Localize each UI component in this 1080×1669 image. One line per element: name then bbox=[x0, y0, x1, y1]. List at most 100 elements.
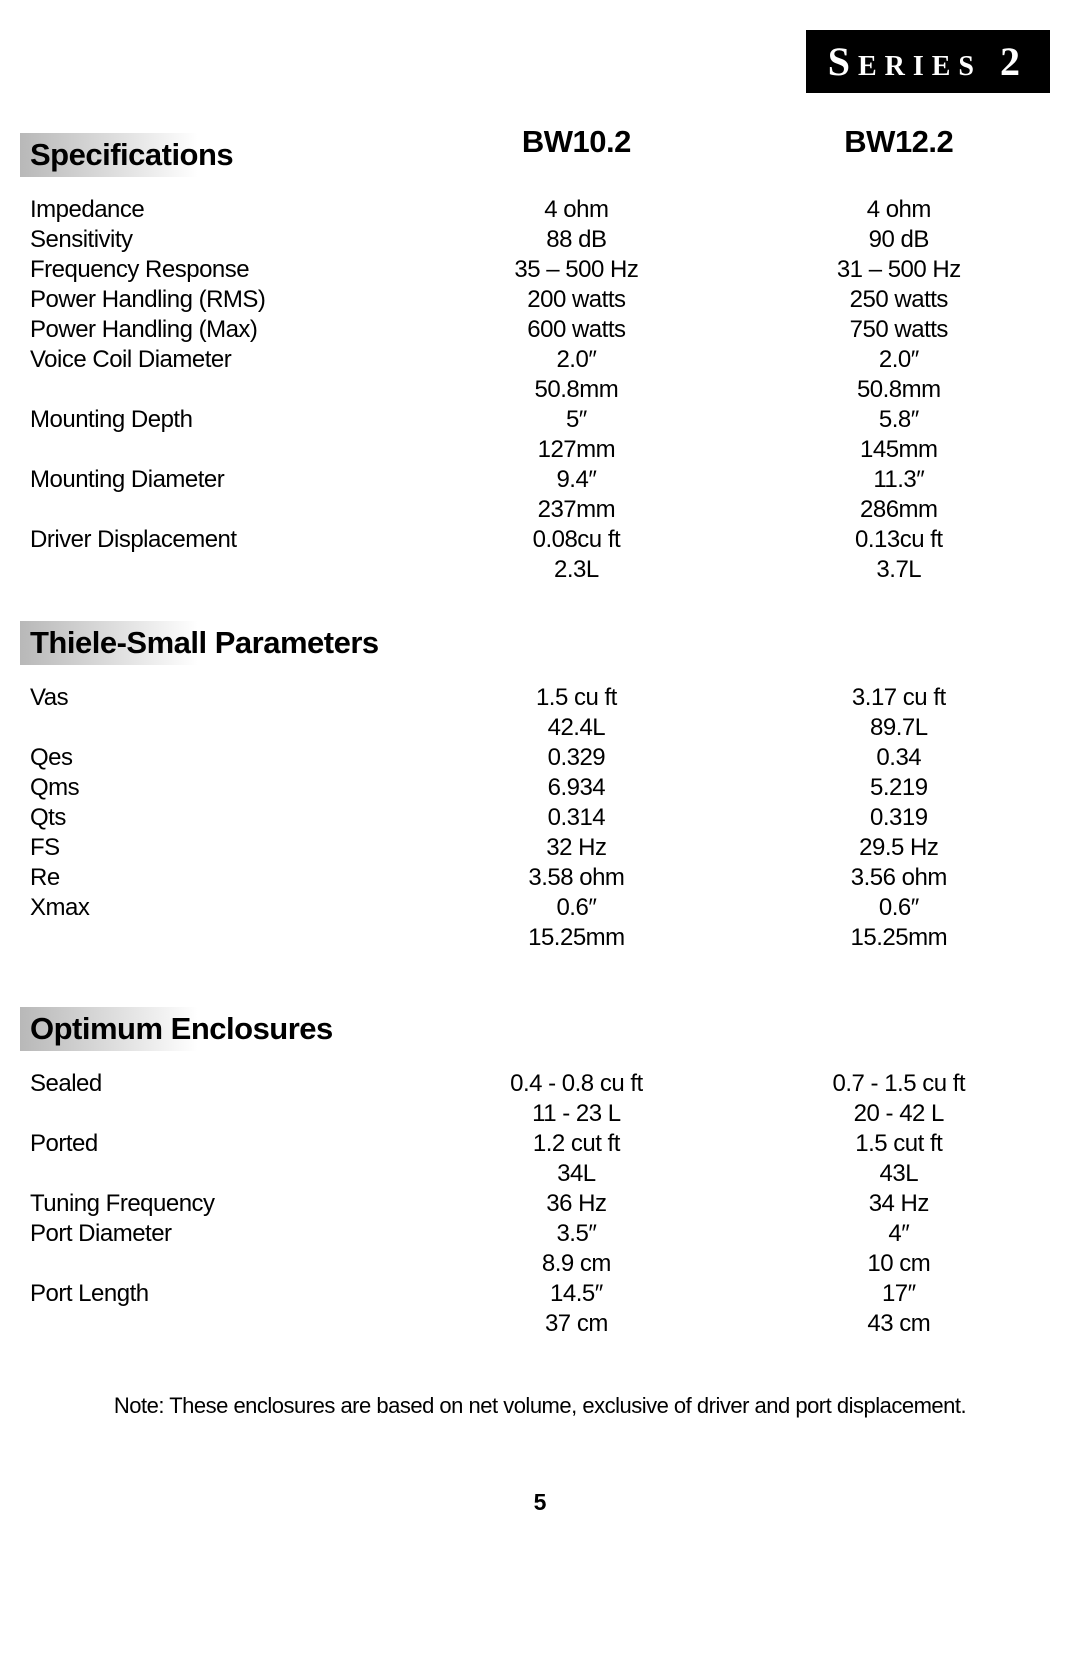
spec-label bbox=[20, 1249, 415, 1279]
table-row: 127mm145mm bbox=[20, 435, 1060, 465]
column-header bbox=[738, 997, 1060, 1069]
table-row: Qts0.3140.319 bbox=[20, 803, 1060, 833]
spec-value-col2: 250 watts bbox=[738, 285, 1060, 315]
spec-label: Mounting Depth bbox=[20, 405, 415, 435]
table-row: FS32 Hz29.5 Hz bbox=[20, 833, 1060, 863]
table-row: 237mm286mm bbox=[20, 495, 1060, 525]
spec-value-col1: 0.314 bbox=[415, 803, 737, 833]
section-header: Optimum Enclosures bbox=[20, 1007, 415, 1051]
spec-label: Power Handling (RMS) bbox=[20, 285, 415, 315]
spec-value-col1: 127mm bbox=[415, 435, 737, 465]
column-header bbox=[415, 611, 737, 683]
table-row: Port Diameter3.5″4″ bbox=[20, 1219, 1060, 1249]
table-row: 42.4L89.7L bbox=[20, 713, 1060, 743]
spec-value-col1: 1.2 cut ft bbox=[415, 1129, 737, 1159]
spec-value-col2: 0.34 bbox=[738, 743, 1060, 773]
spec-value-col1: 0.08cu ft bbox=[415, 525, 737, 555]
spec-value-col2: 11.3″ bbox=[738, 465, 1060, 495]
spec-label: Ported bbox=[20, 1129, 415, 1159]
table-row: Driver Displacement0.08cu ft0.13cu ft bbox=[20, 525, 1060, 555]
spec-value-col2: 43 cm bbox=[738, 1309, 1060, 1339]
spec-label bbox=[20, 1099, 415, 1129]
spec-label bbox=[20, 1159, 415, 1189]
spec-value-col1: 9.4″ bbox=[415, 465, 737, 495]
spec-value-col1: 3.5″ bbox=[415, 1219, 737, 1249]
spec-value-col2: 89.7L bbox=[738, 713, 1060, 743]
spec-value-col2: 29.5 Hz bbox=[738, 833, 1060, 863]
spec-value-col1: 36 Hz bbox=[415, 1189, 737, 1219]
column-header bbox=[738, 611, 1060, 683]
table-row: 11 - 23 L20 - 42 L bbox=[20, 1099, 1060, 1129]
spec-value-col2: 31 – 500 Hz bbox=[738, 255, 1060, 285]
spec-value-col1: 2.3L bbox=[415, 555, 737, 585]
footnote: Note: These enclosures are based on net … bbox=[20, 1393, 1060, 1419]
spec-value-col2: 0.319 bbox=[738, 803, 1060, 833]
spec-value-col2: 34 Hz bbox=[738, 1189, 1060, 1219]
spec-label bbox=[20, 923, 415, 953]
spec-value-col1: 0.4 - 0.8 cu ft bbox=[415, 1069, 737, 1099]
table-row: Ported1.2 cut ft1.5 cut ft bbox=[20, 1129, 1060, 1159]
table-row: 34L43L bbox=[20, 1159, 1060, 1189]
spec-label: Re bbox=[20, 863, 415, 893]
spec-value-col1: 600 watts bbox=[415, 315, 737, 345]
spec-value-col2: 50.8mm bbox=[738, 375, 1060, 405]
spec-value-col2: 15.25mm bbox=[738, 923, 1060, 953]
spec-label: Port Length bbox=[20, 1279, 415, 1309]
spec-value-col1: 15.25mm bbox=[415, 923, 737, 953]
spec-value-col1: 0.6″ bbox=[415, 893, 737, 923]
table-row: Frequency Response35 – 500 Hz31 – 500 Hz bbox=[20, 255, 1060, 285]
spec-value-col2: 90 dB bbox=[738, 225, 1060, 255]
spec-value-col2: 0.13cu ft bbox=[738, 525, 1060, 555]
spec-value-col2: 4″ bbox=[738, 1219, 1060, 1249]
spec-label: Sealed bbox=[20, 1069, 415, 1099]
spec-label: Frequency Response bbox=[20, 255, 415, 285]
spec-label: Qts bbox=[20, 803, 415, 833]
spec-label: Qms bbox=[20, 773, 415, 803]
spec-value-col2: 20 - 42 L bbox=[738, 1099, 1060, 1129]
spec-label: Vas bbox=[20, 683, 415, 713]
spec-label: Driver Displacement bbox=[20, 525, 415, 555]
spec-label bbox=[20, 495, 415, 525]
table-row: Power Handling (RMS)200 watts250 watts bbox=[20, 285, 1060, 315]
spec-value-col1: 1.5 cu ft bbox=[415, 683, 737, 713]
page-number: 5 bbox=[20, 1489, 1060, 1516]
table-row: Impedance4 ohm4 ohm bbox=[20, 195, 1060, 225]
spec-label bbox=[20, 713, 415, 743]
table-row: Sealed0.4 - 0.8 cu ft0.7 - 1.5 cu ft bbox=[20, 1069, 1060, 1099]
column-header bbox=[415, 997, 737, 1069]
spec-value-col2: 3.17 cu ft bbox=[738, 683, 1060, 713]
spec-value-col2: 750 watts bbox=[738, 315, 1060, 345]
table-row: Sensitivity88 dB90 dB bbox=[20, 225, 1060, 255]
spec-value-col1: 6.934 bbox=[415, 773, 737, 803]
spec-value-col1: 5″ bbox=[415, 405, 737, 435]
spec-value-col1: 237mm bbox=[415, 495, 737, 525]
spec-label: Port Diameter bbox=[20, 1219, 415, 1249]
spec-table: SpecificationsBW10.2BW12.2Impedance4 ohm… bbox=[20, 123, 1060, 1339]
spec-value-col1: 14.5″ bbox=[415, 1279, 737, 1309]
table-row: Mounting Diameter9.4″11.3″ bbox=[20, 465, 1060, 495]
table-row: Vas1.5 cu ft3.17 cu ft bbox=[20, 683, 1060, 713]
spec-value-col1: 37 cm bbox=[415, 1309, 737, 1339]
spec-value-col2: 2.0″ bbox=[738, 345, 1060, 375]
spec-label bbox=[20, 555, 415, 585]
spec-value-col1: 0.329 bbox=[415, 743, 737, 773]
spec-value-col2: 43L bbox=[738, 1159, 1060, 1189]
table-row: Tuning Frequency36 Hz34 Hz bbox=[20, 1189, 1060, 1219]
table-row: Qes0.3290.34 bbox=[20, 743, 1060, 773]
spec-value-col1: 4 ohm bbox=[415, 195, 737, 225]
spec-label: FS bbox=[20, 833, 415, 863]
spec-value-col1: 2.0″ bbox=[415, 345, 737, 375]
spec-label bbox=[20, 1309, 415, 1339]
spec-value-col1: 11 - 23 L bbox=[415, 1099, 737, 1129]
spec-value-col1: 8.9 cm bbox=[415, 1249, 737, 1279]
section-header: Thiele-Small Parameters bbox=[20, 621, 415, 665]
table-row: Power Handling (Max)600 watts750 watts bbox=[20, 315, 1060, 345]
spec-label: Impedance bbox=[20, 195, 415, 225]
spec-value-col2: 0.7 - 1.5 cu ft bbox=[738, 1069, 1060, 1099]
series-badge: Series 2 bbox=[806, 30, 1050, 93]
spec-label: Xmax bbox=[20, 893, 415, 923]
spec-value-col1: 35 – 500 Hz bbox=[415, 255, 737, 285]
spec-value-col2: 145mm bbox=[738, 435, 1060, 465]
table-row: 37 cm43 cm bbox=[20, 1309, 1060, 1339]
table-row: Re3.58 ohm3.56 ohm bbox=[20, 863, 1060, 893]
